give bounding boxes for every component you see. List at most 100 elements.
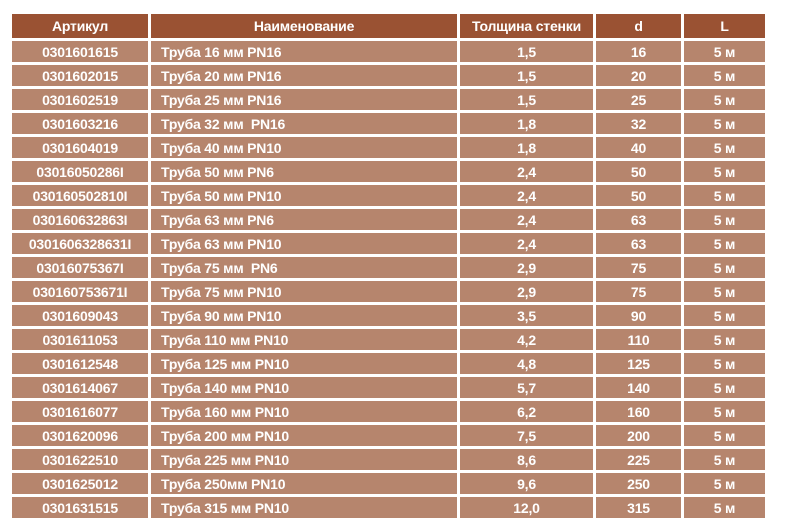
cell-d: 25 bbox=[596, 89, 681, 110]
cell-d: 63 bbox=[596, 209, 681, 230]
cell-length: 5 м bbox=[684, 233, 765, 254]
table-body: 0301601615 Труба 16 мм PN16 1,5 16 5 м 030160… bbox=[12, 41, 765, 518]
table-row: 0301602015 Труба 20 мм PN16 1,5 20 5 м bbox=[12, 65, 765, 86]
cell-article: 0301606328631I bbox=[12, 233, 148, 254]
cell-name: Труба 225 мм PN10 bbox=[151, 449, 457, 470]
cell-d: 40 bbox=[596, 137, 681, 158]
cell-name: Труба 200 мм PN10 bbox=[151, 425, 457, 446]
cell-name: Труба 75 мм PN6 bbox=[151, 257, 457, 278]
cell-name: Труба 63 мм PN10 bbox=[151, 233, 457, 254]
table-row: 0301616077 Труба 160 мм PN10 6,2 160 5 м bbox=[12, 401, 765, 422]
cell-name: Труба 250мм PN10 bbox=[151, 473, 457, 494]
cell-name: Труба 16 мм PN16 bbox=[151, 41, 457, 62]
column-header-article: Артикул bbox=[12, 14, 148, 38]
table-row: 03016075367I Труба 75 мм PN6 2,9 75 5 м bbox=[12, 257, 765, 278]
cell-wall-thickness: 2,9 bbox=[460, 281, 593, 302]
cell-d: 50 bbox=[596, 161, 681, 182]
cell-wall-thickness: 2,4 bbox=[460, 209, 593, 230]
cell-length: 5 м bbox=[684, 353, 765, 374]
cell-d: 63 bbox=[596, 233, 681, 254]
cell-wall-thickness: 2,4 bbox=[460, 161, 593, 182]
table-row: 0301631515 Труба 315 мм PN10 12,0 315 5 м bbox=[12, 497, 765, 518]
cell-name: Труба 50 мм PN6 bbox=[151, 161, 457, 182]
table-row: 0301622510 Труба 225 мм PN10 8,6 225 5 м bbox=[12, 449, 765, 470]
cell-d: 75 bbox=[596, 281, 681, 302]
cell-article: 0301601615 bbox=[12, 41, 148, 62]
cell-article: 0301603216 bbox=[12, 113, 148, 134]
column-header-length: L bbox=[684, 14, 765, 38]
cell-article: 030160753671I bbox=[12, 281, 148, 302]
header-row: Артикул Наименование Толщина стенки d L bbox=[12, 14, 765, 38]
cell-length: 5 м bbox=[684, 473, 765, 494]
cell-wall-thickness: 2,9 bbox=[460, 257, 593, 278]
cell-article: 0301622510 bbox=[12, 449, 148, 470]
cell-length: 5 м bbox=[684, 329, 765, 350]
column-header-name: Наименование bbox=[151, 14, 457, 38]
cell-d: 32 bbox=[596, 113, 681, 134]
cell-wall-thickness: 1,5 bbox=[460, 41, 593, 62]
cell-name: Труба 20 мм PN16 bbox=[151, 65, 457, 86]
table-row: 0301620096 Труба 200 мм PN10 7,5 200 5 м bbox=[12, 425, 765, 446]
cell-d: 140 bbox=[596, 377, 681, 398]
cell-length: 5 м bbox=[684, 425, 765, 446]
cell-d: 160 bbox=[596, 401, 681, 422]
cell-article: 0301602519 bbox=[12, 89, 148, 110]
table-row: 0301611053 Труба 110 мм PN10 4,2 110 5 м bbox=[12, 329, 765, 350]
cell-length: 5 м bbox=[684, 41, 765, 62]
cell-wall-thickness: 8,6 bbox=[460, 449, 593, 470]
column-header-d: d bbox=[596, 14, 681, 38]
cell-length: 5 м bbox=[684, 137, 765, 158]
cell-name: Труба 90 мм PN10 bbox=[151, 305, 457, 326]
cell-article: 0301604019 bbox=[12, 137, 148, 158]
cell-name: Труба 40 мм PN10 bbox=[151, 137, 457, 158]
cell-length: 5 м bbox=[684, 89, 765, 110]
cell-length: 5 м bbox=[684, 257, 765, 278]
cell-wall-thickness: 1,8 bbox=[460, 113, 593, 134]
cell-name: Труба 315 мм PN10 bbox=[151, 497, 457, 518]
cell-wall-thickness: 6,2 bbox=[460, 401, 593, 422]
cell-name: Труба 110 мм PN10 bbox=[151, 329, 457, 350]
cell-name: Труба 50 мм PN10 bbox=[151, 185, 457, 206]
cell-name: Труба 25 мм PN16 bbox=[151, 89, 457, 110]
cell-article: 030160502810I bbox=[12, 185, 148, 206]
cell-d: 16 bbox=[596, 41, 681, 62]
cell-length: 5 м bbox=[684, 185, 765, 206]
cell-wall-thickness: 9,6 bbox=[460, 473, 593, 494]
cell-article: 0301631515 bbox=[12, 497, 148, 518]
cell-d: 125 bbox=[596, 353, 681, 374]
cell-name: Труба 32 мм PN16 bbox=[151, 113, 457, 134]
cell-wall-thickness: 5,7 bbox=[460, 377, 593, 398]
cell-article: 0301602015 bbox=[12, 65, 148, 86]
table-row: 0301606328631I Труба 63 мм PN10 2,4 63 5 м bbox=[12, 233, 765, 254]
table-row: 0301601615 Труба 16 мм PN16 1,5 16 5 м bbox=[12, 41, 765, 62]
cell-name: Труба 75 мм PN10 bbox=[151, 281, 457, 302]
pipes-table: Артикул Наименование Толщина стенки d L … bbox=[9, 11, 768, 521]
cell-wall-thickness: 7,5 bbox=[460, 425, 593, 446]
cell-wall-thickness: 4,2 bbox=[460, 329, 593, 350]
cell-d: 75 bbox=[596, 257, 681, 278]
cell-length: 5 м bbox=[684, 377, 765, 398]
cell-d: 225 bbox=[596, 449, 681, 470]
cell-wall-thickness: 3,5 bbox=[460, 305, 593, 326]
cell-article: 03016075367I bbox=[12, 257, 148, 278]
cell-length: 5 м bbox=[684, 497, 765, 518]
table-row: 0301612548 Труба 125 мм PN10 4,8 125 5 м bbox=[12, 353, 765, 374]
cell-article: 0301614067 bbox=[12, 377, 148, 398]
cell-d: 200 bbox=[596, 425, 681, 446]
column-header-wall-thickness: Толщина стенки bbox=[460, 14, 593, 38]
cell-article: 0301611053 bbox=[12, 329, 148, 350]
cell-article: 030160632863I bbox=[12, 209, 148, 230]
cell-name: Труба 140 мм PN10 bbox=[151, 377, 457, 398]
table-row: 0301614067 Труба 140 мм PN10 5,7 140 5 м bbox=[12, 377, 765, 398]
cell-article: 0301616077 bbox=[12, 401, 148, 422]
table-row: 030160502810I Труба 50 мм PN10 2,4 50 5 м bbox=[12, 185, 765, 206]
cell-article: 0301612548 bbox=[12, 353, 148, 374]
table-row: 0301604019 Труба 40 мм PN10 1,8 40 5 м bbox=[12, 137, 765, 158]
table-row: 0301609043 Труба 90 мм PN10 3,5 90 5 м bbox=[12, 305, 765, 326]
cell-wall-thickness: 1,5 bbox=[460, 89, 593, 110]
cell-d: 90 bbox=[596, 305, 681, 326]
table-row: 030160753671I Труба 75 мм PN10 2,9 75 5 м bbox=[12, 281, 765, 302]
cell-name: Труба 63 мм PN6 bbox=[151, 209, 457, 230]
cell-article: 0301625012 bbox=[12, 473, 148, 494]
cell-wall-thickness: 2,4 bbox=[460, 233, 593, 254]
